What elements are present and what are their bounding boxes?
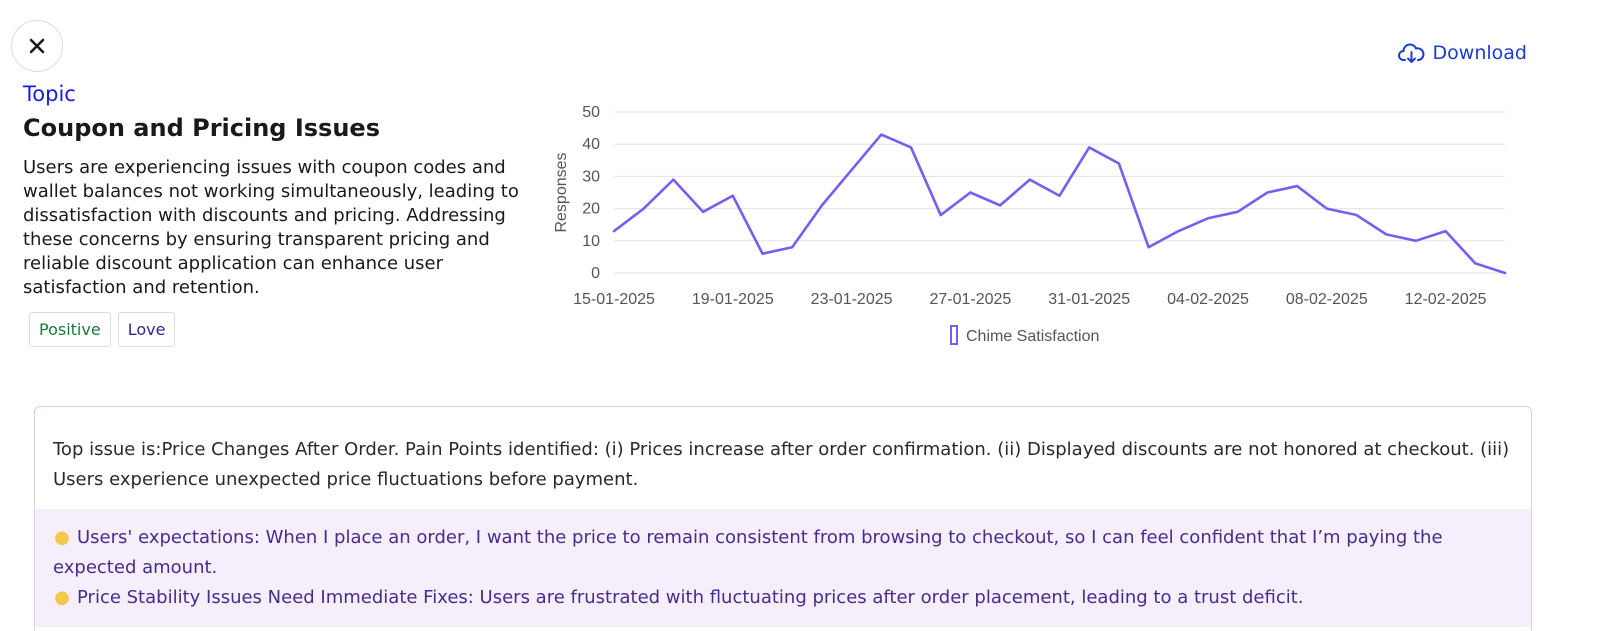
y-tick-label: 30	[582, 168, 600, 185]
insight-card: Top issue is:Price Changes After Order. …	[34, 406, 1532, 631]
insight-highlights: ● Users' expectations: When I place an or…	[35, 509, 1531, 627]
x-tick-label: 15-01-2025	[573, 291, 655, 308]
x-tick-label: 27-01-2025	[929, 291, 1011, 308]
tag-love[interactable]: Love	[117, 312, 176, 347]
x-tick-label: 31-01-2025	[1048, 291, 1130, 308]
tag-list: Positive Love	[29, 312, 176, 347]
expectations-text: Users' expectations: When I place an ord…	[53, 527, 1443, 578]
responses-chart: 0 10 20 30 40 50 Responses 15-01-2025 19-01-2025…	[550, 96, 1550, 356]
legend-swatch	[950, 325, 958, 345]
lightbulb-icon: ●	[54, 587, 70, 608]
close-button[interactable]	[11, 20, 63, 72]
y-tick-label: 0	[591, 265, 600, 282]
cloud-download-icon	[1397, 43, 1424, 63]
insight-stability: ● Price Stability Issues Need Immediate F…	[53, 583, 1513, 613]
x-tick-label: 23-01-2025	[811, 291, 893, 308]
series-line	[612, 133, 1507, 275]
download-button[interactable]: Download	[1397, 42, 1527, 64]
y-tick-label: 40	[582, 136, 600, 153]
top-issue-text: Top issue is:Price Changes After Order. …	[53, 439, 1510, 490]
tag-positive[interactable]: Positive	[29, 312, 111, 347]
download-label: Download	[1432, 42, 1527, 64]
x-tick-label: 08-02-2025	[1286, 291, 1368, 308]
stability-text: Price Stability Issues Need Immediate Fi…	[77, 587, 1304, 608]
legend-label: Chime Satisfaction	[966, 328, 1099, 345]
insight-expectations: ● Users' expectations: When I place an or…	[53, 523, 1513, 583]
x-tick-label: 19-01-2025	[692, 291, 774, 308]
topic-title: Coupon and Pricing Issues	[23, 114, 380, 142]
x-tick-label: 12-02-2025	[1405, 291, 1487, 308]
y-tick-label: 10	[582, 233, 600, 250]
lightbulb-icon: ●	[54, 527, 70, 548]
line-chart-svg: 0 10 20 30 40 50 Responses 15-01-2025 19-01-2025…	[553, 104, 1507, 345]
topic-description: Users are experiencing issues with coupo…	[23, 157, 519, 298]
y-tick-label: 50	[582, 104, 600, 121]
y-axis-title: Responses	[553, 152, 570, 232]
topic-label: Topic	[23, 82, 76, 106]
y-tick-label: 20	[582, 201, 600, 218]
x-tick-label: 04-02-2025	[1167, 291, 1249, 308]
close-icon	[29, 38, 45, 54]
